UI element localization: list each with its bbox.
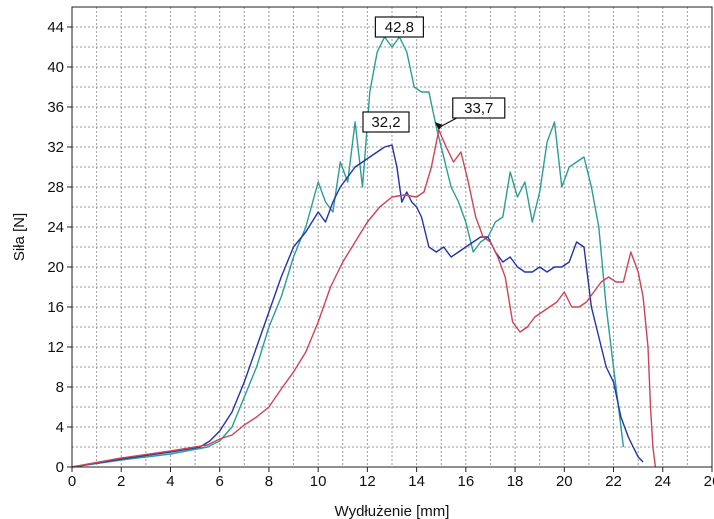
x-tick-label: 4 [166, 473, 174, 490]
x-tick-label: 14 [408, 473, 425, 490]
y-tick-label: 36 [47, 99, 64, 116]
annotation-label: 42,8 [385, 19, 414, 36]
y-tick-label: 24 [47, 219, 64, 236]
series-line-2 [71, 144, 644, 468]
y-tick-label: 12 [47, 339, 64, 356]
x-tick-label: 12 [359, 473, 376, 490]
annotation-box [362, 111, 410, 133]
y-tick-label: 0 [56, 459, 64, 476]
y-tick-label: 4 [56, 419, 64, 436]
y-axis-ticks: 0 4 8 12 16 20 24 28 32 36 40 44 [47, 19, 72, 476]
annotation-box [452, 97, 506, 119]
x-tick-label: 6 [216, 473, 224, 490]
x-tick-label: 8 [265, 473, 273, 490]
y-tick-label: 44 [47, 19, 64, 36]
annotation-label: 33,7 [464, 100, 493, 117]
x-tick-label: 16 [458, 473, 475, 490]
x-axis-label: Wydłużenie [mm] [335, 503, 450, 519]
y-tick-label: 16 [47, 299, 64, 316]
annotation-label: 32,2 [371, 114, 400, 131]
x-tick-label: 10 [310, 473, 327, 490]
y-tick-label: 20 [47, 259, 64, 276]
x-tick-label: 0 [68, 473, 76, 490]
x-axis-ticks: 02468101214161820222426 [68, 467, 714, 490]
y-tick-label: 32 [47, 139, 64, 156]
annotation-box [374, 16, 424, 38]
x-tick-label: 20 [556, 473, 573, 490]
y-tick-label: 8 [56, 379, 64, 396]
series-layer [71, 36, 657, 468]
x-tick-label: 26 [704, 473, 714, 490]
series-line-3 [71, 129, 657, 468]
x-tick-label: 2 [117, 473, 125, 490]
y-axis-label: Siła [N] [11, 213, 28, 261]
series-line-1 [71, 36, 625, 468]
y-tick-label: 28 [47, 179, 64, 196]
annotation-layer: 42,8 32,2 33,7 [362, 16, 506, 133]
plot-frame [71, 6, 713, 468]
x-tick-label: 18 [507, 473, 524, 490]
annotation-arrow [439, 117, 458, 128]
y-tick-label: 40 [47, 59, 64, 76]
annotation-arrowhead [434, 122, 443, 130]
x-tick-label: 22 [605, 473, 622, 490]
x-tick-label: 24 [654, 473, 671, 490]
